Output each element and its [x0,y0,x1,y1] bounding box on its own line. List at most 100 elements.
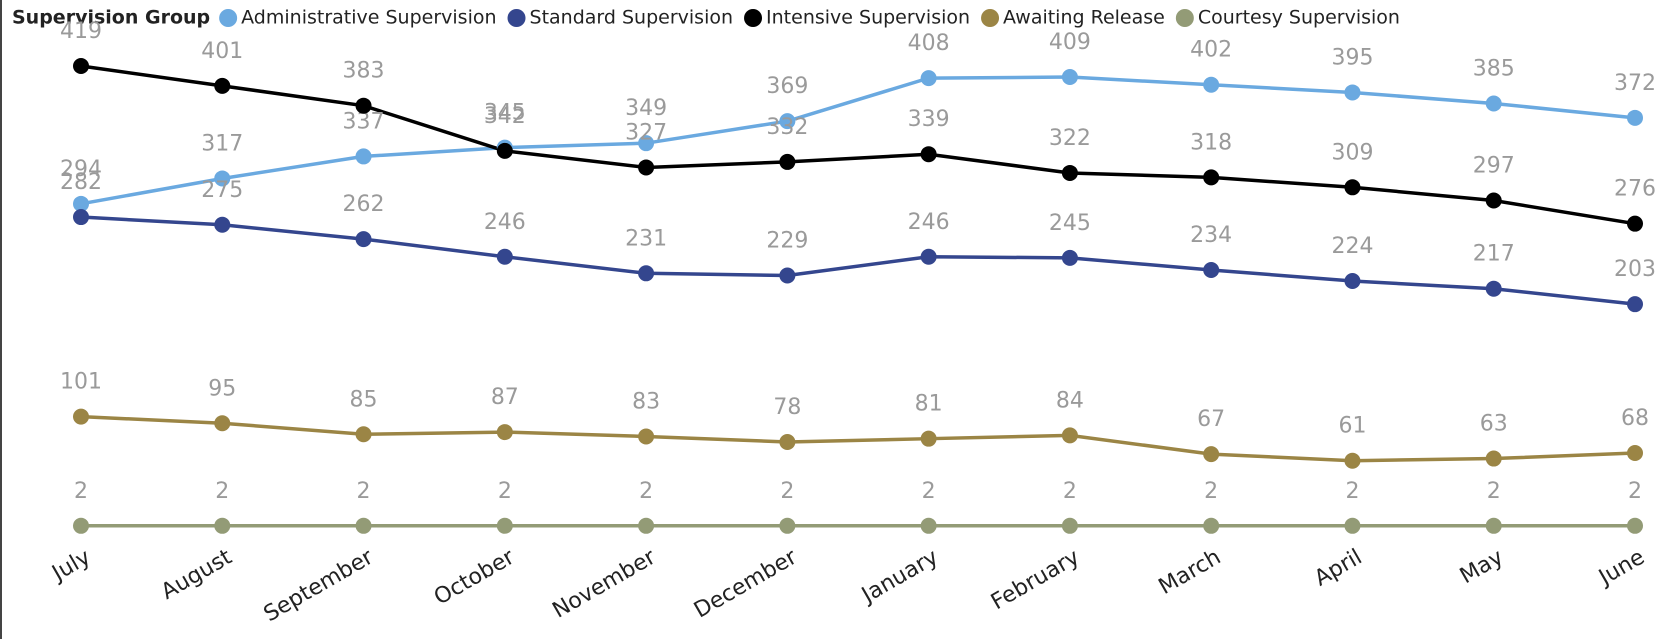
data-label: 383 [343,59,385,84]
data-point [1344,179,1361,196]
data-point [779,113,796,130]
data-label: 395 [1331,45,1373,70]
data-label: 229 [766,228,808,253]
data-label: 87 [491,385,519,410]
data-point [73,408,89,425]
data-label: 332 [766,115,808,140]
legend-marker [981,9,1000,27]
data-label: 318 [1190,130,1232,155]
data-label: 385 [1473,56,1515,81]
legend-label: Administrative Supervision [241,7,496,29]
data-label: 67 [1197,407,1225,432]
data-point [214,415,231,432]
data-point [638,159,655,176]
data-label: 95 [208,376,236,401]
legend-marker [507,9,526,27]
data-label: 2 [1204,479,1218,504]
x-tick-label: February [987,545,1084,615]
data-label: 63 [1480,412,1508,437]
x-tick-label: October [430,544,520,610]
data-label: 402 [1190,38,1232,63]
legend-title: Supervision Group [12,7,210,29]
data-point [1061,69,1078,86]
data-label: 275 [201,178,243,203]
data-point [214,77,231,94]
data-point [920,430,937,447]
data-label: 234 [1190,223,1232,248]
data-label: 83 [632,389,660,414]
x-tick-label: March [1155,545,1226,600]
data-label: 61 [1338,414,1366,439]
data-point [638,428,655,445]
data-point [1627,215,1643,232]
data-point [73,209,89,226]
data-point [214,517,231,534]
data-point [1203,169,1220,186]
data-label: 2 [357,479,371,504]
data-label: 262 [343,192,385,217]
data-point [73,195,89,212]
data-point [355,231,372,248]
data-label: 372 [1614,71,1656,96]
data-point [1485,517,1502,534]
data-label: 2 [922,479,936,504]
data-point [779,153,796,170]
data-point [1485,95,1502,112]
data-label: 2 [780,479,794,504]
data-label: 327 [625,120,667,145]
x-tick-label: December [690,544,802,623]
data-label: 342 [484,104,526,129]
data-point [1627,517,1643,534]
data-point [1203,76,1220,93]
data-label: 84 [1056,388,1084,413]
data-point [1627,445,1643,462]
data-point [638,135,655,152]
data-point [355,426,372,443]
data-label: 317 [201,131,243,156]
data-point [1203,446,1220,463]
data-point [920,248,937,265]
data-point [638,517,655,534]
data-label: 297 [1473,154,1515,179]
data-label: 101 [60,370,102,395]
legend-label: Intensive Supervision [766,7,970,29]
data-label: 246 [908,210,950,235]
data-point [1344,84,1361,101]
data-point [1061,249,1078,266]
data-label: 349 [625,96,667,121]
data-label: 339 [908,107,950,132]
data-label: 2 [1345,479,1359,504]
data-point [1061,427,1078,444]
x-tick-label: August [157,545,236,605]
legend-marker [219,9,238,27]
data-point [1485,192,1502,209]
series-line [80,75,1636,206]
data-label: 408 [908,31,950,56]
data-label: 276 [1614,177,1656,202]
data-point [355,517,372,534]
x-tick-label: November [548,544,660,623]
legend-label: Awaiting Release [1003,7,1165,29]
data-point [496,142,513,159]
x-tick-label: June [1593,545,1649,592]
data-point [496,517,513,534]
data-label: 2 [74,479,88,504]
x-tick-label: July [46,545,95,587]
data-point [73,517,89,534]
data-point [1485,280,1502,297]
data-point [355,97,372,114]
data-point [1627,109,1643,126]
data-point [779,433,796,450]
data-label: 345 [484,101,526,126]
data-point [1203,517,1220,534]
x-tick-label: April [1310,545,1366,592]
data-label: 2 [1487,479,1501,504]
x-tick-label: January [856,545,942,609]
data-label: 203 [1614,257,1656,282]
data-point [496,424,513,441]
legend-marker [1175,9,1194,27]
data-label: 245 [1049,211,1091,236]
data-label: 246 [484,210,526,235]
data-label: 2 [1628,479,1642,504]
